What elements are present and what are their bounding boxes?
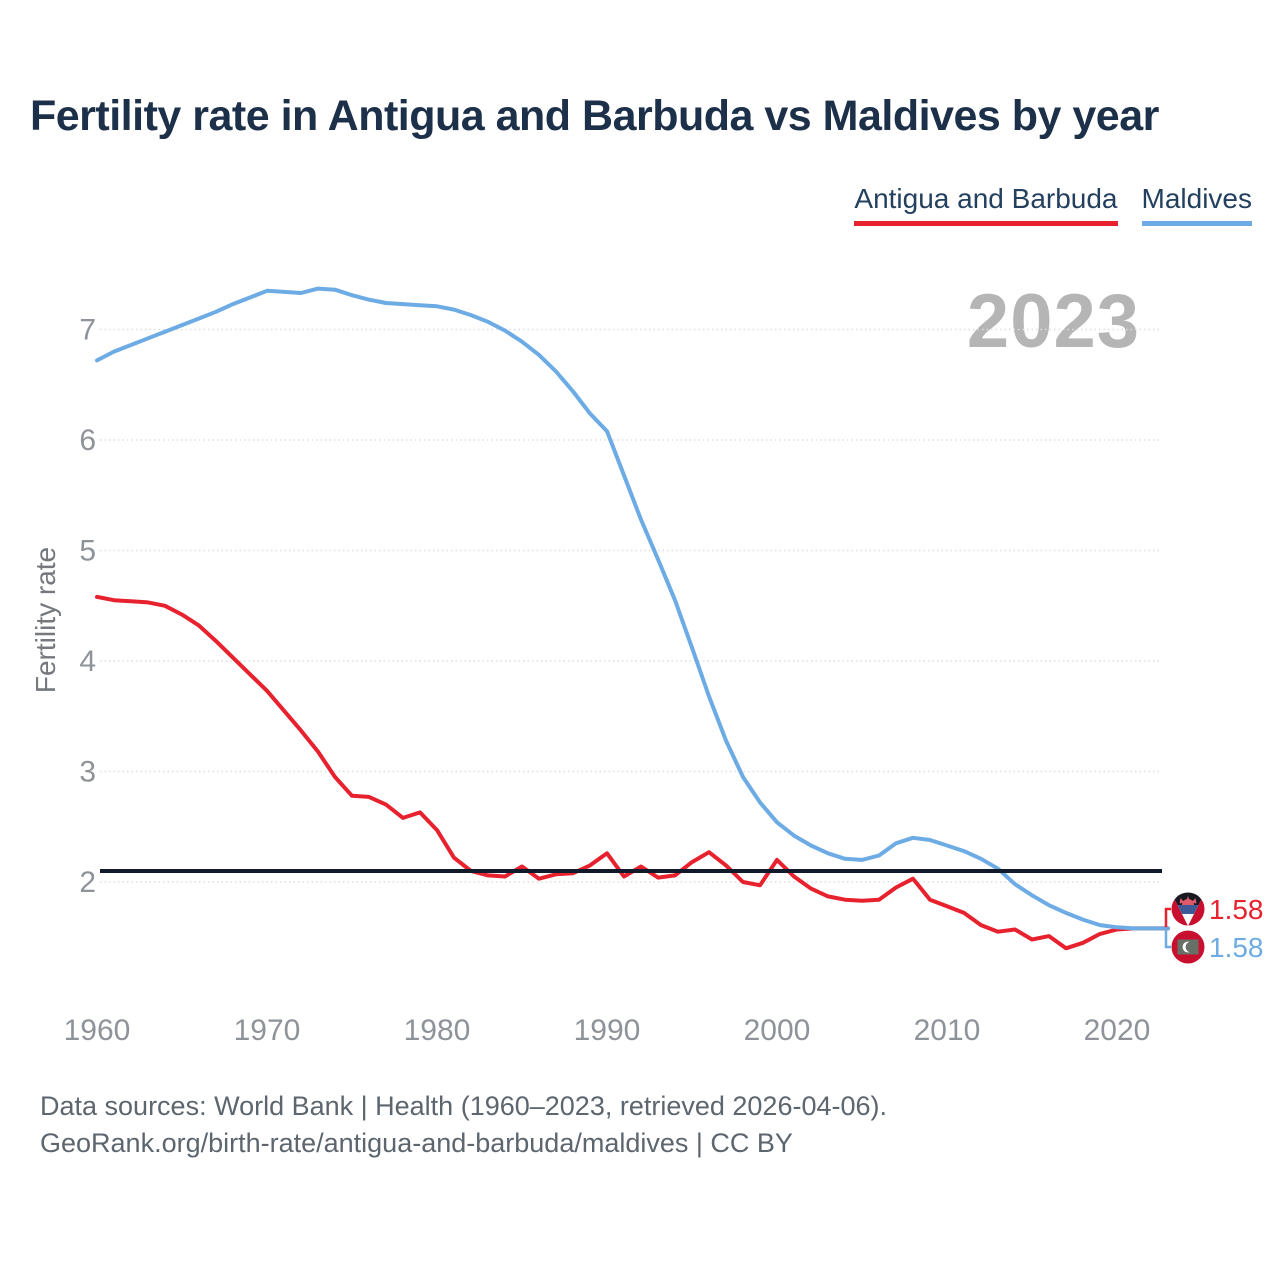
- x-tick-label-1960: 1960: [64, 1014, 131, 1047]
- y-tick-label-7: 7: [79, 314, 96, 347]
- legend-label-maldives: Maldives: [1141, 183, 1252, 214]
- footer-attribution: GeoRank.org/birth-rate/antigua-and-barbu…: [40, 1128, 793, 1158]
- series-line-maldives: [95, 286, 1170, 931]
- x-tick-label-1970: 1970: [234, 1014, 301, 1047]
- legend: Antigua and Barbuda Maldives: [854, 183, 1252, 226]
- legend-item-maldives[interactable]: Maldives: [1141, 183, 1252, 226]
- x-tick-label-2010: 2010: [914, 1014, 981, 1047]
- maldives-flag-icon: [1171, 930, 1205, 964]
- y-tick-label-4: 4: [79, 645, 96, 678]
- connector-antigua-and-barbuda: [1162, 907, 1171, 930]
- x-tick-label-1990: 1990: [574, 1014, 641, 1047]
- y-tick-label-6: 6: [79, 424, 96, 457]
- footer-data-sources: Data sources: World Bank | Health (1960–…: [40, 1091, 887, 1121]
- series-line-antigua-and-barbuda: [95, 594, 1170, 951]
- x-tick-label-2020: 2020: [1084, 1014, 1151, 1047]
- page-title: Fertility rate in Antigua and Barbuda vs…: [30, 92, 1159, 140]
- y-tick-label-2: 2: [79, 866, 96, 899]
- x-tick-label-2000: 2000: [744, 1014, 811, 1047]
- end-value-antigua-and-barbuda: 1.58: [1209, 894, 1264, 925]
- footer: Data sources: World Bank | Health (1960–…: [40, 1088, 887, 1162]
- end-value-maldives: 1.58: [1209, 932, 1264, 963]
- antigua-and-barbuda-flag-icon: [1171, 892, 1205, 926]
- legend-item-antigua-and-barbuda[interactable]: Antigua and Barbuda: [854, 183, 1118, 226]
- watermark-year: 2023: [966, 279, 1140, 364]
- x-tick-label-1980: 1980: [404, 1014, 471, 1047]
- legend-label-antigua-and-barbuda: Antigua and Barbuda: [854, 183, 1118, 214]
- connector-maldives: [1162, 927, 1171, 949]
- y-tick-label-5: 5: [79, 535, 96, 568]
- y-tick-label-3: 3: [79, 756, 96, 789]
